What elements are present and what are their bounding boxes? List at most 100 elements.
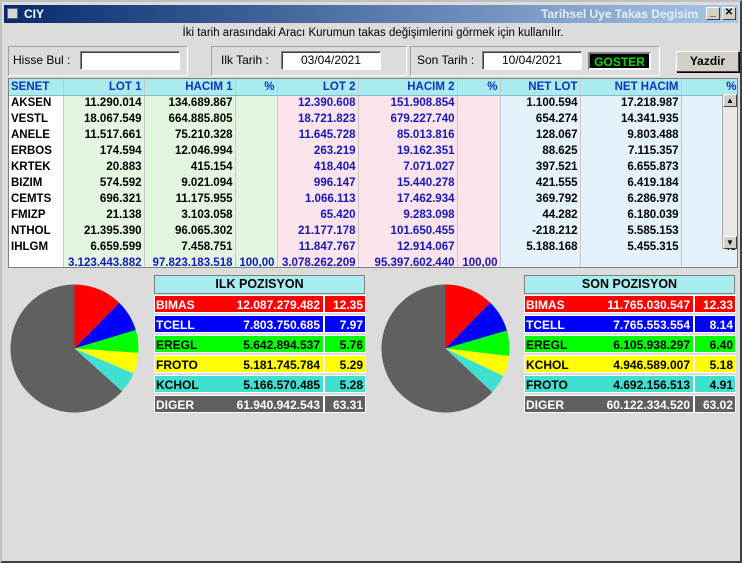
table-cell: 6.419.184: [580, 175, 682, 191]
table-cell: [235, 127, 278, 143]
position-percent: 8.14: [694, 315, 736, 333]
table-cell: 11.847.767: [277, 239, 359, 255]
table-cell: 20.883: [63, 159, 145, 175]
table-row[interactable]: KRTEK 20.883 415.154 418.404 7.071.027 397.52…: [9, 159, 737, 175]
print-button[interactable]: Yazdir: [676, 51, 739, 72]
total-cell: 3.078.262.209: [277, 255, 359, 267]
table-cell: [235, 239, 278, 255]
table-cell: 9.803.488: [580, 127, 682, 143]
show-button[interactable]: GOSTER: [588, 52, 651, 70]
table-cell: [235, 143, 278, 159]
position-row[interactable]: FROTO 5.181.745.784 5.29: [154, 355, 366, 373]
total-cell: 95.397.602.440: [358, 255, 458, 267]
table-row[interactable]: AKSEN 11.290.014 134.689.867 12.390.608 151.…: [9, 95, 737, 111]
table-cell: 6.180.039: [580, 207, 682, 223]
position-row[interactable]: EREGL 5.642.894.537 5.76: [154, 335, 366, 353]
table-cell: 19.162.351: [358, 143, 458, 159]
position-percent: 5.28: [324, 375, 366, 393]
close-icon[interactable]: ✕: [722, 7, 736, 20]
column-header[interactable]: NET LOT: [500, 79, 581, 96]
table-cell: 1.100.594: [500, 95, 581, 111]
table-row[interactable]: BIZIM 574.592 9.021.094 996.147 15.440.278 42…: [9, 175, 737, 191]
symbol-cell: BIZIM: [9, 175, 64, 191]
pie-slice-eregl: [445, 330, 510, 357]
table-cell: 96.065.302: [144, 223, 236, 239]
table-row[interactable]: CEMTS 696.321 11.175.955 1.066.113 17.462.93…: [9, 191, 737, 207]
table-row[interactable]: NTHOL 21.395.390 96.065.302 21.177.178 101.6…: [9, 223, 737, 239]
column-header[interactable]: %: [681, 79, 737, 96]
table-cell: 3.103.058: [144, 207, 236, 223]
position-percent: 63.31: [324, 395, 366, 413]
column-header[interactable]: NET HACIM: [580, 79, 682, 96]
column-header[interactable]: LOT 1: [63, 79, 145, 96]
table-cell: [235, 223, 278, 239]
position-row[interactable]: BIMAS 12.087.279.482 12.35: [154, 295, 366, 313]
table-cell: 21.138: [63, 207, 145, 223]
table-cell: 18.067.549: [63, 111, 145, 127]
table-cell: [457, 143, 501, 159]
position-value: 11.765.030.547: [524, 295, 694, 313]
ilk-pozisyon-title: ILK POZISYON: [154, 275, 365, 294]
last-date-label: Son Tarih :: [417, 53, 475, 67]
symbol-cell: ANELE: [9, 127, 64, 143]
table-row[interactable]: ERBOS 174.594 12.046.994 263.219 19.162.351 8…: [9, 143, 737, 159]
position-row[interactable]: FROTO 4.692.156.513 4.91: [524, 375, 736, 393]
takas-grid[interactable]: SENET LOT 1 HACIM 1% LOT 2 HACIM 2% NET LOT NE…: [8, 78, 738, 268]
pie-slice-froto: [74, 348, 139, 374]
first-date-label: Ilk Tarih :: [221, 53, 269, 67]
table-cell: [457, 127, 501, 143]
position-percent: 63.02: [694, 395, 736, 413]
table-row[interactable]: VESTL 18.067.549 664.885.805 18.721.823 679.…: [9, 111, 737, 127]
position-row[interactable]: KCHOL 4.946.589.007 5.18: [524, 355, 736, 373]
position-row[interactable]: DIGER 61.940.942.543 63.31: [154, 395, 366, 413]
table-row[interactable]: FMIZP 21.138 3.103.058 65.420 9.283.098 44.28…: [9, 207, 737, 223]
position-value: 7.765.553.554: [524, 315, 694, 333]
table-cell: 151.908.854: [358, 95, 458, 111]
pie-slice-kchol: [445, 348, 510, 376]
table-cell: 11.290.014: [63, 95, 145, 111]
table-cell: 7.458.751: [144, 239, 236, 255]
table-cell: [235, 159, 278, 175]
first-date-input[interactable]: 03/04/2021: [281, 51, 381, 70]
pie-slice-tcell: [445, 302, 507, 349]
symbol-cell: VESTL: [9, 111, 64, 127]
table-row[interactable]: IHLGM 6.659.599 7.458.751 11.847.767 12.914.…: [9, 239, 737, 255]
search-input[interactable]: [80, 51, 180, 70]
arrow-down-icon[interactable]: ▼: [723, 236, 737, 249]
position-value: 4.946.589.007: [524, 355, 694, 373]
position-value: 5.166.570.485: [154, 375, 324, 393]
table-cell: [235, 111, 278, 127]
position-row[interactable]: KCHOL 5.166.570.485 5.28: [154, 375, 366, 393]
minimize-icon[interactable]: _: [706, 7, 720, 20]
position-value: 61.940.942.543: [154, 395, 324, 413]
table-cell: 696.321: [63, 191, 145, 207]
table-cell: [457, 95, 501, 111]
position-row[interactable]: TCELL 7.803.750.685 7.97: [154, 315, 366, 333]
table-cell: 996.147: [277, 175, 359, 191]
table-cell: 421.555: [500, 175, 581, 191]
table-cell: 5.188.168: [500, 239, 581, 255]
last-date-input[interactable]: 10/04/2021: [482, 51, 582, 70]
arrow-up-icon[interactable]: ▲: [723, 94, 737, 107]
column-header[interactable]: %: [235, 79, 278, 96]
position-row[interactable]: BIMAS 11.765.030.547 12.33: [524, 295, 736, 313]
pie-slice-bimas: [445, 284, 491, 349]
position-value: 60.122.334.520: [524, 395, 694, 413]
column-header[interactable]: %: [457, 79, 501, 96]
title-bar[interactable]: CIY Tarihsel Uye Takas Degisim _ ✕: [4, 5, 738, 23]
table-cell: 263.219: [277, 143, 359, 159]
column-header[interactable]: LOT 2: [277, 79, 359, 96]
position-row[interactable]: EREGL 6.105.938.297 6.40: [524, 335, 736, 353]
position-percent: 5.29: [324, 355, 366, 373]
table-row[interactable]: ANELE 11.517.661 75.210.328 11.645.728 85.01…: [9, 127, 737, 143]
position-value: 4.692.156.513: [524, 375, 694, 393]
position-row[interactable]: DIGER 60.122.334.520 63.02: [524, 395, 736, 413]
pie-slice-bimas: [74, 284, 120, 349]
column-header[interactable]: HACIM 1: [144, 79, 236, 96]
column-header[interactable]: HACIM 2: [358, 79, 458, 96]
column-header[interactable]: SENET: [9, 79, 64, 96]
grid-scrollbar[interactable]: ▲ ▼: [722, 94, 737, 249]
position-row[interactable]: TCELL 7.765.553.554 8.14: [524, 315, 736, 333]
table-cell: 75.210.328: [144, 127, 236, 143]
son-pozisyon-title: SON POZISYON: [524, 275, 735, 294]
